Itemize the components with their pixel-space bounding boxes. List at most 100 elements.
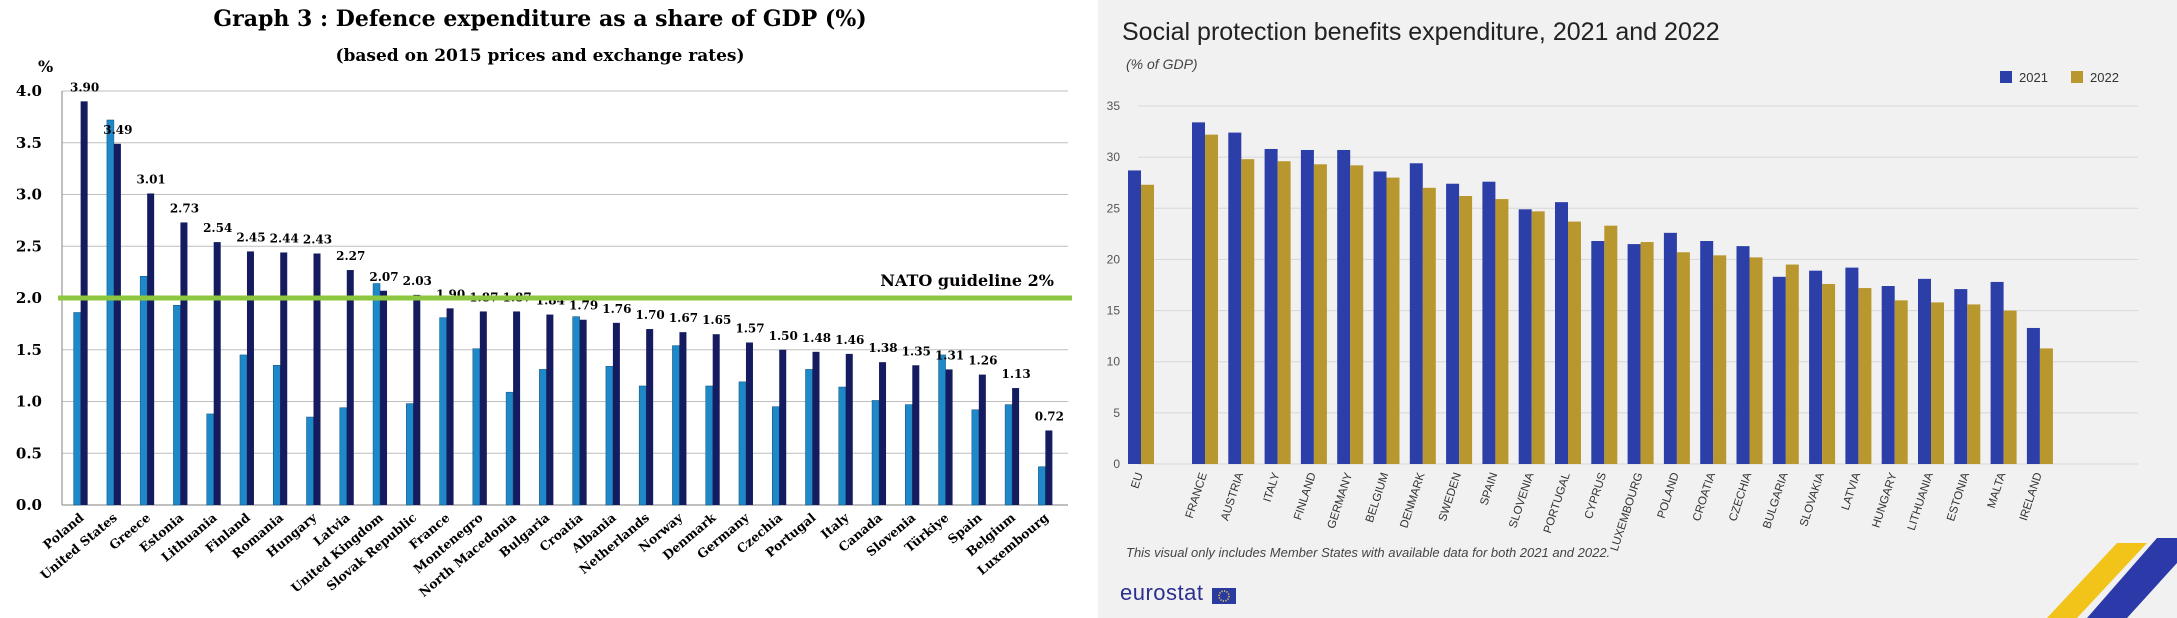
bar-2022 bbox=[1241, 159, 1255, 464]
bar-2022 bbox=[1785, 264, 1799, 464]
bar-series-a bbox=[505, 391, 514, 506]
x-tick-label: FRANCE bbox=[1184, 471, 1210, 520]
bar-2021 bbox=[1128, 170, 1141, 464]
bar-2021 bbox=[1954, 289, 1968, 464]
data-label: 2.27 bbox=[336, 249, 365, 263]
x-tick-label: CZECHIA bbox=[1727, 471, 1754, 523]
bar-series-a bbox=[672, 345, 680, 506]
left-chart-title: Graph 3 : Defence expenditure as a share… bbox=[213, 6, 867, 32]
data-label: 1.50 bbox=[769, 329, 798, 343]
data-label: 2.45 bbox=[236, 230, 265, 244]
bar-series-a bbox=[239, 354, 248, 506]
bar-series-b bbox=[513, 311, 521, 505]
y-tick-label: 10 bbox=[1107, 355, 1121, 369]
bar-2022 bbox=[1531, 211, 1545, 464]
bar-series-b bbox=[413, 294, 421, 505]
data-label: 1.79 bbox=[569, 299, 598, 313]
data-label: 1.26 bbox=[968, 354, 997, 368]
x-tick-label: LUXEMBOURG bbox=[1609, 471, 1646, 553]
x-tick-label: EU bbox=[1130, 471, 1146, 490]
bar-series-a bbox=[439, 317, 447, 506]
y-tick-label: 0.5 bbox=[16, 444, 42, 462]
bar-series-a bbox=[705, 385, 713, 506]
y-tick-label: 2.5 bbox=[16, 237, 42, 255]
data-label: 1.76 bbox=[602, 302, 631, 316]
bar-series-b bbox=[745, 342, 753, 505]
bar-series-b bbox=[213, 242, 221, 506]
bar-2021 bbox=[1518, 209, 1532, 464]
data-label: 1.46 bbox=[835, 333, 864, 347]
bar-series-a bbox=[838, 386, 847, 506]
data-label: 1.48 bbox=[802, 331, 831, 345]
bar-series-a bbox=[306, 416, 314, 506]
x-tick-label: LITHUANIA bbox=[1906, 471, 1936, 532]
bar-series-a bbox=[805, 369, 813, 506]
y-tick-label: 15 bbox=[1107, 304, 1121, 318]
x-tick-label: DENMARK bbox=[1398, 471, 1427, 530]
data-label: 1.38 bbox=[868, 341, 897, 355]
bar-series-a bbox=[871, 400, 880, 506]
bar-series-b bbox=[280, 252, 288, 505]
bar-2021 bbox=[1736, 246, 1750, 464]
bar-series-b bbox=[945, 369, 953, 505]
bar-series-a bbox=[605, 366, 614, 506]
bar-series-a bbox=[539, 369, 547, 506]
y-tick-label: 3.0 bbox=[16, 186, 42, 204]
data-label: 1.67 bbox=[669, 311, 698, 325]
bar-series-a bbox=[638, 385, 647, 506]
bar-2022 bbox=[2039, 348, 2053, 464]
x-tick-label: ESTONIA bbox=[1945, 471, 1972, 523]
x-tick-label: ITALY bbox=[1262, 471, 1283, 504]
data-label: 3.90 bbox=[70, 80, 99, 94]
legend-swatch-2022 bbox=[2071, 71, 2083, 83]
bar-series-a bbox=[738, 381, 747, 506]
y-tick-label: 35 bbox=[1107, 99, 1121, 113]
y-tick-label: 0 bbox=[1113, 457, 1120, 471]
x-tick-label: GERMANY bbox=[1326, 471, 1355, 530]
bar-2021 bbox=[1700, 241, 1714, 464]
bar-series-b bbox=[313, 253, 321, 505]
bar-series-b bbox=[446, 308, 454, 505]
bar-series-b bbox=[147, 193, 155, 505]
data-label: 1.70 bbox=[636, 308, 665, 322]
y-tick-label: 1.0 bbox=[16, 393, 42, 411]
x-tick-label: SWEDEN bbox=[1437, 471, 1464, 523]
bar-2022 bbox=[1822, 283, 1836, 464]
bar-series-a bbox=[905, 404, 913, 506]
bar-series-b bbox=[80, 101, 88, 505]
bar-series-b bbox=[612, 322, 620, 505]
social-chart-svg: 0 5 10 15 20 25 30 35 2021 2022 EU FRANCE AUSTRIA ITA… bbox=[1107, 70, 2138, 553]
bar-series-a bbox=[272, 365, 281, 506]
bar-series-b bbox=[912, 365, 920, 505]
y-tick-label: 3.5 bbox=[16, 134, 42, 152]
data-label: 1.31 bbox=[935, 348, 964, 362]
bar-2022 bbox=[1313, 164, 1327, 464]
bar-2021 bbox=[1918, 278, 1931, 464]
x-tick-label: AUSTRIA bbox=[1219, 471, 1246, 522]
eurostat-logo: eurostat bbox=[1120, 580, 1260, 610]
bar-2022 bbox=[1495, 199, 1509, 464]
bar-2022 bbox=[1459, 196, 1473, 465]
bar-series-a bbox=[1004, 404, 1013, 506]
y-tick-label: 20 bbox=[1107, 252, 1121, 266]
bar-series-b bbox=[779, 349, 787, 505]
bar-2022 bbox=[1858, 288, 1872, 464]
bar-2021 bbox=[1591, 241, 1605, 464]
bar-2021 bbox=[1482, 181, 1496, 465]
bar-2021 bbox=[1373, 171, 1387, 464]
bar-series-b bbox=[845, 353, 853, 505]
bar-series-b bbox=[113, 143, 121, 505]
bar-2021 bbox=[1809, 270, 1823, 464]
data-label: 2.07 bbox=[369, 270, 398, 284]
eurostat-logo-text: eurostat bbox=[1120, 580, 1204, 605]
bar-2021 bbox=[1409, 163, 1423, 464]
bar-series-b bbox=[812, 351, 820, 505]
x-tick-label: LATVIA bbox=[1840, 471, 1863, 512]
bar-2022 bbox=[1894, 300, 1908, 464]
right-chart-subtitle: (% of GDP) bbox=[1126, 56, 1198, 72]
bar-series-a bbox=[1038, 466, 1046, 506]
bar-2021 bbox=[1772, 276, 1786, 464]
right-chart-title: Social protection benefits expenditure, … bbox=[1122, 18, 1720, 46]
bar-2021 bbox=[1300, 149, 1314, 465]
data-label: 2.73 bbox=[170, 201, 199, 215]
